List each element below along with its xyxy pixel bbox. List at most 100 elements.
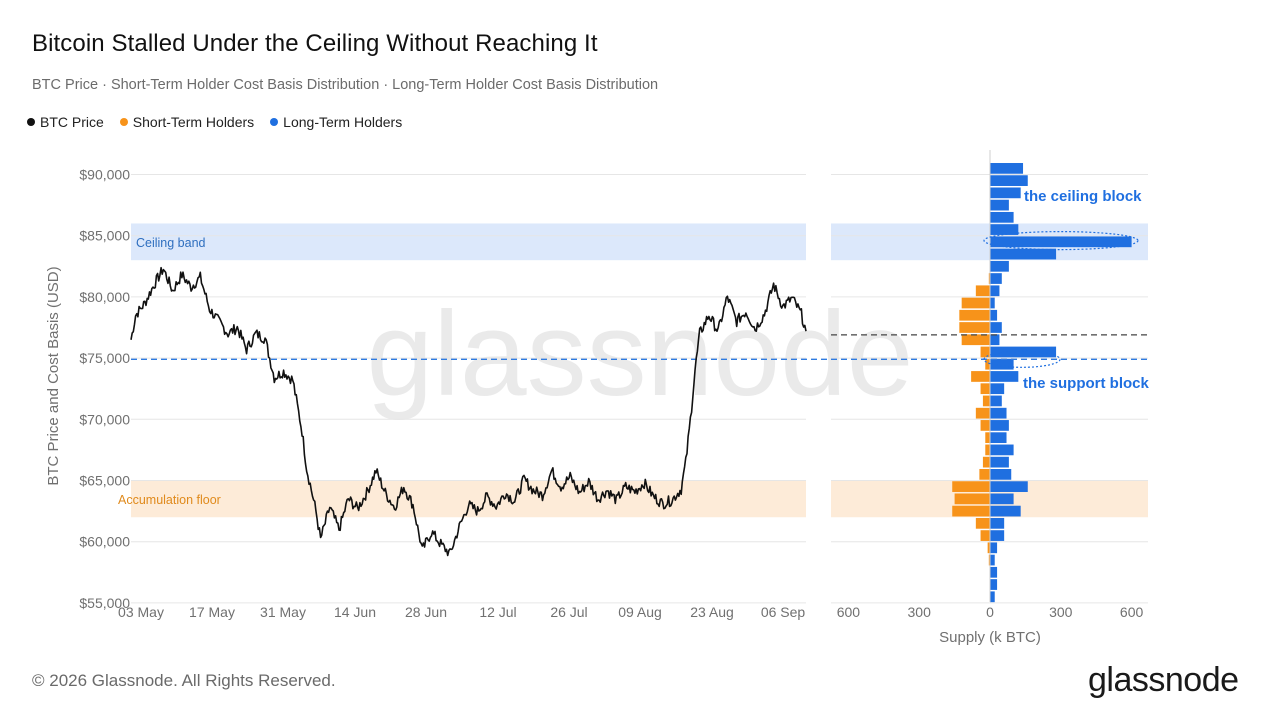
legend-item-short-term-holders[interactable]: Short-Term Holders: [119, 114, 254, 130]
supply-axis-title: Supply (k BTC): [939, 629, 1041, 646]
lth-bar: [990, 444, 1014, 456]
band-label-1: Accumulation floor: [118, 493, 221, 507]
y-tick-label: $85,000: [79, 228, 130, 244]
lth-bar: [990, 211, 1014, 223]
sth-bar: [988, 554, 990, 566]
lth-bar: [990, 530, 1005, 541]
x-tick-label: 03 May: [118, 604, 164, 620]
band-left-1: [131, 480, 806, 518]
supply-tick-label: 300: [908, 604, 932, 620]
y-tick-label: $70,000: [79, 411, 130, 427]
lth-bar: [990, 469, 1012, 480]
support-block-ellipse: [983, 350, 1061, 368]
legend-dot-lth: [270, 118, 279, 126]
y-tick-label: $55,000: [79, 595, 130, 611]
x-tick-label: 09 Aug: [618, 604, 662, 620]
x-tick-label: 23 Aug: [690, 604, 734, 620]
reflines-layer: [131, 334, 1148, 360]
sth-bar: [975, 285, 990, 297]
ceiling-block-label: the ceiling block: [1024, 188, 1142, 205]
sth-bar: [988, 273, 990, 284]
band-left-0: [131, 223, 806, 261]
copyright-footer: © 2026 Glassnode. All Rights Reserved.: [32, 671, 336, 690]
y-tick-label: $90,000: [79, 167, 130, 183]
watermark-layer: glassnode: [366, 287, 913, 421]
sth-bar: [980, 420, 990, 431]
x-tick-label: 28 Jun: [405, 604, 447, 620]
legend-item-btc-price[interactable]: BTC Price: [27, 114, 104, 130]
chart-title: Bitcoin Stalled Under the Ceiling Withou…: [32, 30, 598, 57]
sth-bar: [961, 297, 990, 309]
lth-bar: [990, 309, 998, 321]
support-block-label: the support block: [1023, 375, 1149, 392]
lth-bar: [990, 358, 1014, 370]
sth-bar: [952, 481, 990, 492]
bars-layer: [952, 150, 1132, 603]
grid-layer: [131, 174, 1148, 604]
sth-bar: [982, 395, 990, 407]
annot-layer: the ceiling block the support block: [983, 188, 1149, 392]
ceiling-block-ellipse: [983, 230, 1139, 251]
sth-bar: [980, 346, 990, 358]
sth-bar: [954, 493, 990, 505]
sth-bar: [980, 383, 990, 395]
sth-bar: [982, 456, 990, 468]
y-tick-label: $65,000: [79, 473, 130, 489]
legend-label-btc: BTC Price: [40, 114, 104, 130]
legend: BTC Price Short-Term Holders Long-Term H…: [27, 114, 402, 130]
lth-bar: [990, 591, 995, 603]
lth-bar: [990, 297, 995, 309]
lth-bar: [990, 505, 1021, 517]
supply-tick-label: 0: [986, 604, 994, 620]
band-label-0: Ceiling band: [136, 236, 206, 250]
lth-bar: [990, 346, 1057, 358]
sth-bar: [985, 432, 990, 444]
lth-bar: [990, 163, 1024, 174]
legend-label-lth: Long-Term Holders: [283, 114, 403, 130]
x-tick-label: 26 Jul: [550, 604, 587, 620]
lth-bar: [990, 273, 1002, 284]
lth-bar: [990, 579, 998, 590]
lth-bar: [990, 236, 1132, 248]
lth-bar: [990, 322, 1002, 333]
y-tick-label: $60,000: [79, 534, 130, 550]
btc-price-line: [130, 266, 807, 557]
sth-bar: [959, 322, 990, 333]
ticks-layer: $90,000 $85,000 $80,000 $75,000 $70,000 $65,0…: [79, 167, 1143, 621]
sth-bar: [985, 444, 990, 456]
chart-subtitle: BTC Price · Short-Term Holder Cost Basis…: [32, 77, 659, 93]
sth-bar: [975, 407, 990, 419]
watermark-text: glassnode: [366, 287, 913, 421]
lth-bar: [990, 175, 1028, 186]
glassnode-logo[interactable]: glassnode: [1088, 661, 1239, 699]
sth-bar: [987, 542, 990, 554]
sth-bar: [971, 371, 990, 382]
legend-item-long-term-holders[interactable]: Long-Term Holders: [270, 114, 402, 130]
supply-tick-label: 300: [1049, 604, 1073, 620]
lth-bar: [990, 554, 995, 566]
sth-bar: [959, 309, 990, 321]
lth-bar: [990, 566, 998, 578]
lth-bar: [990, 542, 998, 554]
legend-dot-btc: [27, 118, 35, 126]
x-tick-label: 17 May: [189, 604, 235, 620]
price-layer: [130, 266, 807, 557]
lth-bar: [990, 517, 1005, 529]
y-axis-title: BTC Price and Cost Basis (USD): [45, 266, 62, 485]
legend-dot-sth: [119, 118, 128, 126]
sth-bar: [985, 358, 990, 370]
sth-bar: [980, 530, 990, 541]
lth-bar: [990, 260, 1009, 272]
lth-bar: [990, 493, 1014, 505]
lth-bar: [990, 248, 1057, 260]
lth-bar: [990, 285, 1000, 297]
lth-bar: [990, 371, 1019, 382]
y-tick-label: $75,000: [79, 350, 130, 366]
supply-tick-label: 600: [837, 604, 861, 620]
lth-bar: [990, 407, 1007, 419]
lth-bar: [990, 432, 1007, 444]
lth-bar: [990, 481, 1028, 492]
x-tick-label: 12 Jul: [479, 604, 516, 620]
x-tick-label: 14 Jun: [334, 604, 376, 620]
